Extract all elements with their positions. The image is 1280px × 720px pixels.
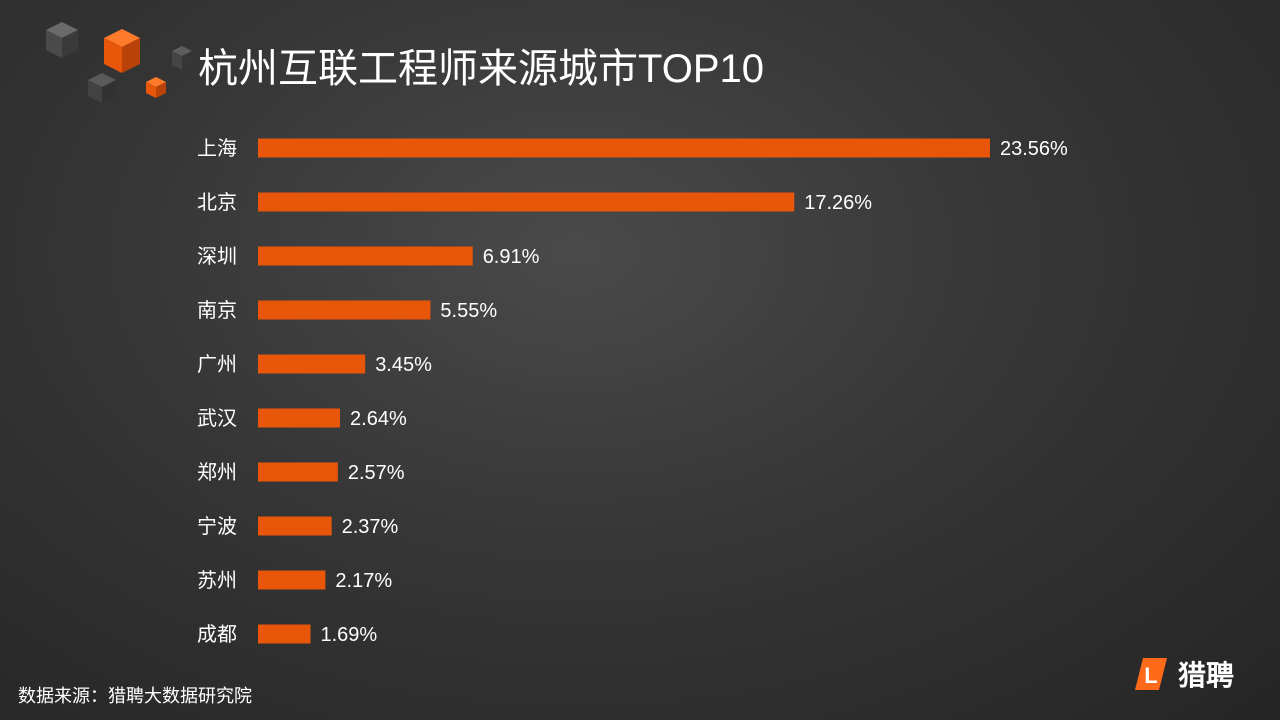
- bar: [258, 246, 473, 266]
- logo-letter: L: [1144, 663, 1157, 688]
- chart-title: 杭州互联工程师来源城市TOP10: [198, 47, 764, 91]
- bar: [258, 138, 990, 158]
- bar: [258, 462, 338, 482]
- category-label: 南京: [197, 299, 237, 322]
- data-label: 1.69%: [321, 624, 378, 646]
- bar: [258, 192, 795, 212]
- bar: [258, 570, 326, 590]
- orange-cube-icon: [104, 29, 140, 73]
- data-source-note: 数据来源：猎聘大数据研究院: [18, 686, 252, 706]
- data-label: 2.17%: [335, 570, 392, 592]
- data-label: 6.91%: [483, 246, 540, 268]
- category-label: 北京: [197, 191, 237, 214]
- liepin-logo-icon: L: [1135, 658, 1167, 690]
- bar: [258, 408, 341, 428]
- category-label: 宁波: [197, 515, 237, 538]
- data-label: 3.45%: [375, 354, 432, 376]
- data-label: 23.56%: [1000, 138, 1068, 160]
- category-label: 上海: [197, 137, 237, 160]
- grey-cube-icon: [46, 22, 78, 58]
- bar: [258, 624, 311, 644]
- bar: [258, 354, 366, 374]
- data-label: 5.55%: [440, 300, 497, 322]
- bar: [258, 516, 332, 536]
- data-label: 2.37%: [342, 516, 399, 538]
- category-label: 广州: [197, 353, 237, 376]
- brand-name: 猎聘: [1178, 660, 1235, 691]
- category-label: 武汉: [197, 407, 237, 430]
- brand-logo: L 猎聘: [1134, 654, 1234, 694]
- data-label: 2.57%: [348, 462, 405, 484]
- category-label: 苏州: [197, 569, 237, 592]
- bar: [258, 300, 431, 320]
- category-label: 郑州: [197, 461, 237, 484]
- data-label: 2.64%: [350, 408, 407, 430]
- grey-cube-bottom-icon: [88, 73, 116, 103]
- category-label: 成都: [197, 623, 237, 646]
- data-label: 17.26%: [804, 192, 872, 214]
- category-label: 深圳: [197, 245, 237, 268]
- decorative-cubes: [46, 22, 192, 103]
- grey-cube-small-icon: [172, 46, 192, 70]
- orange-cube-small-icon: [146, 77, 166, 98]
